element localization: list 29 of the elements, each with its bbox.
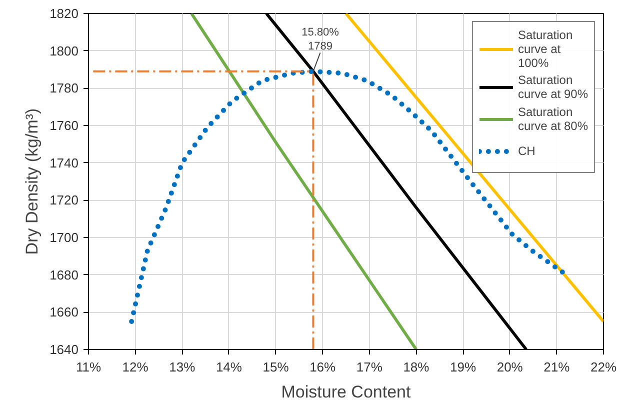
x-tick-label: 12%: [122, 360, 149, 374]
x-tick-label: 15%: [262, 360, 290, 374]
x-axis-title: Moisture Content: [281, 382, 411, 402]
x-tick-label: 18%: [403, 360, 430, 374]
legend-label: Saturation curve at 90%: [518, 72, 588, 102]
y-tick-label: 1780: [50, 80, 78, 96]
x-tick-label: 17%: [356, 360, 383, 374]
x-tick-label: 21%: [544, 360, 570, 374]
y-tick-label: 1700: [50, 230, 78, 245]
y-tick-label: 1680: [50, 267, 78, 282]
y-axis-title: Dry Density (kg/m³): [22, 108, 42, 255]
x-tick-label: 11%: [76, 360, 102, 374]
y-tick-label: 1820: [50, 6, 78, 21]
legend-label: CH: [518, 143, 536, 160]
x-tick-label: 13%: [169, 360, 196, 374]
legend-label: Saturation curve at 80%: [518, 104, 588, 134]
y-tick-label: 1660: [50, 304, 78, 320]
y-tick-label: 1800: [50, 43, 78, 58]
y-tick-label: 1760: [50, 118, 78, 133]
y-tick-label: 1740: [50, 155, 78, 170]
x-tick-label: 16%: [310, 360, 336, 374]
x-tick-label: 22%: [590, 360, 617, 374]
legend-label: Saturation curve at 100%: [518, 28, 573, 70]
x-tick-label: 19%: [450, 360, 476, 374]
x-tick-label: 14%: [216, 360, 242, 374]
x-tick-label: 20%: [496, 360, 524, 374]
annotation: 15.80% 1789: [302, 26, 340, 53]
y-tick-label: 1640: [50, 342, 78, 357]
y-tick-label: 1720: [50, 192, 78, 208]
